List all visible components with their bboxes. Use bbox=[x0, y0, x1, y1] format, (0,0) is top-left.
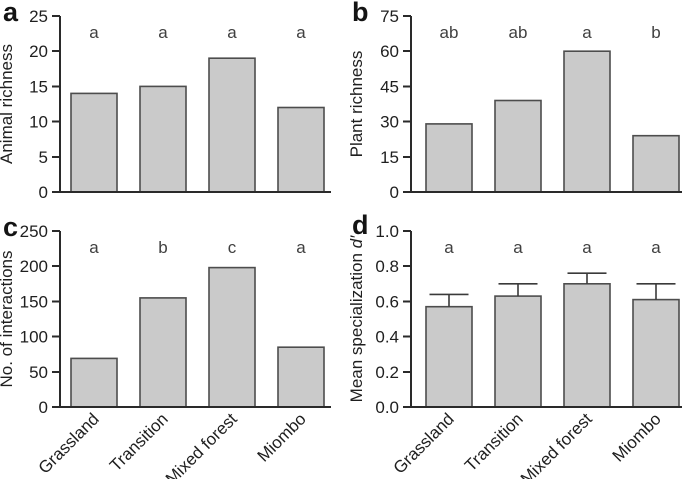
sig-letter-grassland: a bbox=[89, 23, 99, 42]
bar-mixed-forest bbox=[208, 266, 256, 408]
y-tick-label: 25 bbox=[29, 7, 48, 26]
y-tick-label: 0.0 bbox=[375, 398, 399, 417]
sig-letter-transition: b bbox=[158, 238, 167, 257]
bar-mixed-forest bbox=[563, 283, 611, 408]
y-tick-label: 1.0 bbox=[375, 222, 399, 241]
sig-letter-grassland: a bbox=[89, 238, 99, 257]
bar-grassland bbox=[425, 305, 473, 408]
y-axis-title: Animal richness bbox=[0, 44, 16, 164]
bar-grassland bbox=[70, 92, 118, 193]
y-tick-label: 45 bbox=[380, 77, 399, 96]
bar-mixed-forest bbox=[563, 50, 611, 193]
y-tick-label: 10 bbox=[29, 113, 48, 132]
sig-letter-grassland: ab bbox=[440, 23, 459, 42]
sig-letter-miombo: a bbox=[296, 238, 306, 257]
y-axis-title: Mean specialization d′ bbox=[347, 235, 366, 402]
sig-letter-mixed-forest: c bbox=[228, 238, 237, 257]
y-tick-label: 250 bbox=[20, 222, 48, 241]
x-tick-label-transition: Transition bbox=[461, 409, 527, 475]
bar-grassland bbox=[425, 123, 473, 193]
panel-label-b: b bbox=[352, 0, 369, 27]
bar-transition bbox=[494, 99, 542, 193]
y-tick-label: 0.4 bbox=[375, 328, 399, 347]
y-tick-label: 20 bbox=[29, 42, 48, 61]
sig-letter-miombo: a bbox=[296, 23, 306, 42]
y-tick-label: 15 bbox=[380, 148, 399, 167]
y-tick-label: 0 bbox=[390, 183, 399, 202]
panel-label-d: d bbox=[352, 210, 369, 240]
y-tick-label: 0.8 bbox=[375, 257, 399, 276]
y-tick-label: 60 bbox=[380, 42, 399, 61]
bar-miombo bbox=[632, 134, 680, 193]
panel-d-mean-specialization: 0.0 0.2 0.4 0.6 0.8 1.0 a a a a Mean specializatio… bbox=[347, 222, 682, 479]
x-tick-label-miombo: Miombo bbox=[609, 409, 665, 465]
y-tick-label: 5 bbox=[39, 148, 48, 167]
bar-transition bbox=[494, 295, 542, 408]
panel-label-a: a bbox=[3, 0, 19, 27]
y-tick-label: 100 bbox=[20, 328, 48, 347]
bar-transition bbox=[139, 85, 187, 193]
x-tick-label-grassland: Grassland bbox=[390, 409, 458, 477]
y-tick-label: 0.6 bbox=[375, 292, 399, 311]
y-tick-label: 200 bbox=[20, 257, 48, 276]
y-tick-label: 75 bbox=[380, 7, 399, 26]
bar-miombo bbox=[277, 106, 325, 193]
sig-letter-miombo: b bbox=[651, 23, 660, 42]
sig-letter-transition: a bbox=[513, 238, 523, 257]
x-tick-label-mixed-forest: Mixed forest bbox=[517, 409, 596, 479]
panel-label-c: c bbox=[3, 212, 19, 242]
sig-letter-mixed-forest: a bbox=[582, 23, 592, 42]
sig-letter-mixed-forest: a bbox=[227, 23, 237, 42]
panel-a-animal-richness: 0 5 10 15 20 25 a a a a Animal richness bbox=[0, 7, 331, 202]
x-tick-label-grassland: Grassland bbox=[35, 409, 103, 477]
sig-letter-transition: a bbox=[158, 23, 168, 42]
bar-mixed-forest bbox=[208, 57, 256, 193]
y-tick-label: 150 bbox=[20, 292, 48, 311]
bar-miombo bbox=[277, 346, 325, 408]
y-tick-label: 0.2 bbox=[375, 363, 399, 382]
bar-transition bbox=[139, 297, 187, 408]
sig-letter-grassland: a bbox=[444, 238, 454, 257]
x-tick-label-mixed-forest: Mixed forest bbox=[162, 409, 241, 479]
y-tick-label: 30 bbox=[380, 113, 399, 132]
x-tick-label-miombo: Miombo bbox=[254, 409, 310, 465]
y-axis-title: No. of interactions bbox=[0, 250, 16, 387]
sig-letter-transition: ab bbox=[509, 23, 528, 42]
sig-letter-miombo: a bbox=[651, 238, 661, 257]
panel-c-no-of-interactions: 0 50 100 150 200 250 a b c a No. of interactions Gr… bbox=[0, 222, 331, 479]
y-tick-label: 0 bbox=[39, 183, 48, 202]
bar-grassland bbox=[70, 357, 118, 408]
y-tick-label: 50 bbox=[29, 363, 48, 382]
y-tick-label: 0 bbox=[39, 398, 48, 417]
y-axis-title: Plant richness bbox=[347, 51, 366, 158]
y-tick-label: 15 bbox=[29, 77, 48, 96]
sig-letter-mixed-forest: a bbox=[582, 238, 592, 257]
bar-miombo bbox=[632, 298, 680, 408]
x-tick-label-transition: Transition bbox=[106, 409, 172, 475]
